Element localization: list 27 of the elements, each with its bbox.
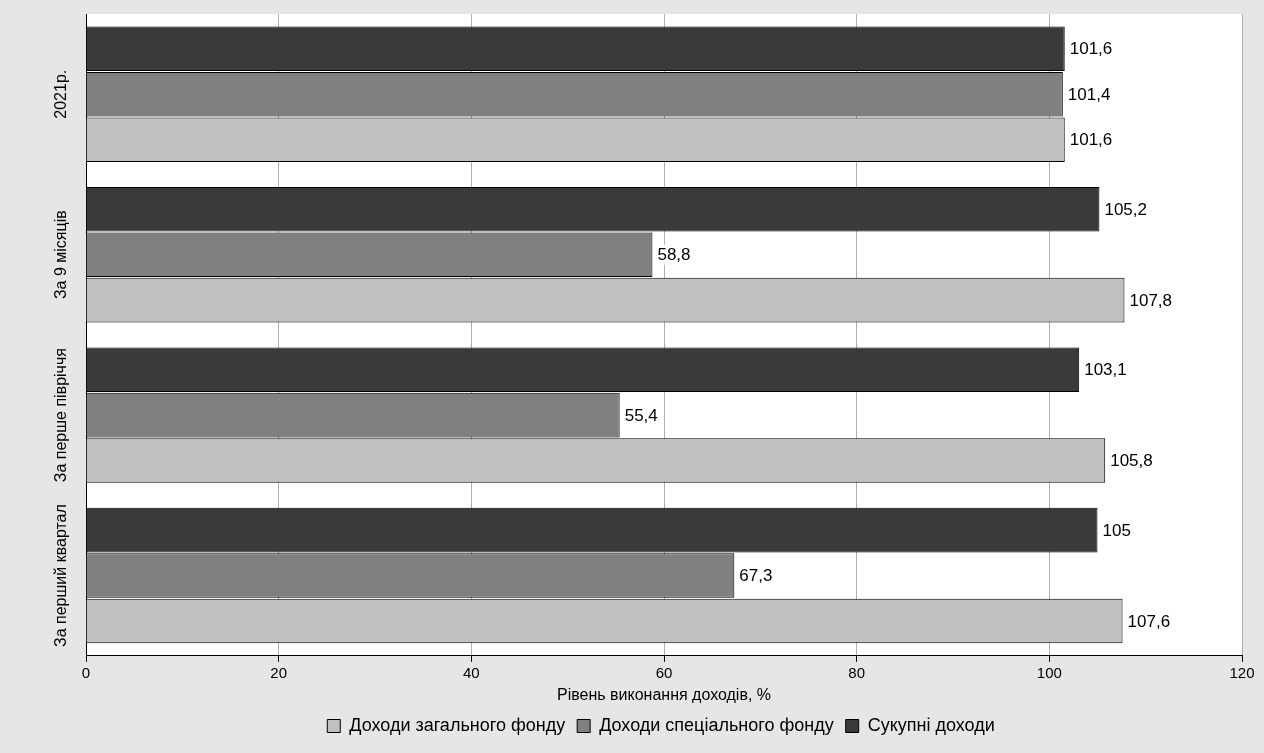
data-label: 107,8: [1129, 290, 1173, 310]
data-label: 101,6: [1069, 130, 1113, 150]
data-label: 58,8: [657, 245, 691, 265]
x-tick-label: 80: [848, 663, 866, 681]
x-axis-title: Рівень виконання доходів, %: [556, 685, 772, 703]
x-tick-label: 100: [1036, 663, 1062, 681]
y-tick-label: За перший квартал: [52, 504, 70, 647]
x-tick-label: 60: [655, 663, 673, 681]
legend-label: Сукупні доходи: [867, 714, 995, 735]
data-label: 67,3: [739, 566, 773, 586]
legend-label: Доходи спеціального фонду: [599, 714, 834, 735]
y-tick-label: 2021р.: [52, 69, 70, 119]
data-label: 103,1: [1084, 360, 1127, 380]
x-tick-label: 20: [270, 663, 288, 681]
legend-label: Доходи загального фонду: [349, 714, 566, 735]
x-tick-label: 120: [1229, 663, 1255, 681]
data-label: 107,6: [1127, 611, 1171, 631]
y-tick-label: За перше півріччя: [52, 348, 70, 483]
x-tick-label: 40: [462, 663, 480, 681]
data-label: 105: [1102, 520, 1131, 540]
data-label: 101,4: [1067, 84, 1111, 104]
data-label: 101,6: [1069, 39, 1113, 59]
data-label: 105,2: [1104, 199, 1147, 219]
x-tick-label: 0: [81, 663, 91, 681]
y-tick-label: За 9 місяців: [52, 210, 70, 300]
data-label: 55,4: [624, 405, 658, 425]
data-label: 105,8: [1110, 451, 1153, 471]
